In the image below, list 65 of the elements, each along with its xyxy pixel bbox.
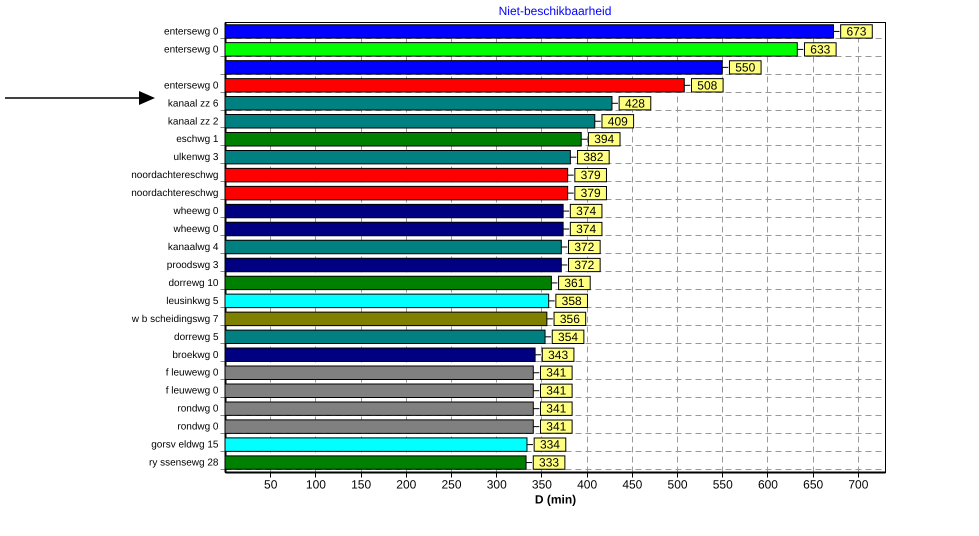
data-label: 358 xyxy=(562,294,582,308)
data-label: 361 xyxy=(564,276,585,290)
data-label: 341 xyxy=(546,402,567,416)
y-tick-label: entersewg 0 xyxy=(164,26,219,38)
x-tick-label: 550 xyxy=(712,478,734,492)
data-label: 379 xyxy=(580,186,601,200)
data-label: 343 xyxy=(548,348,568,362)
data-label: 409 xyxy=(608,114,628,128)
y-tick-label: leusinkwg 5 xyxy=(166,296,219,307)
y-tick-label: entersewg 0 xyxy=(164,80,219,92)
y-tick-label: ulkenwg 3 xyxy=(173,152,219,164)
data-label: 372 xyxy=(574,258,595,272)
y-tick-label: ry ssensewg 28 xyxy=(149,458,219,469)
y-tick-label: rondwg 0 xyxy=(177,422,219,433)
y-tick-label: kanaal zz 6 xyxy=(168,98,219,110)
data-label: 354 xyxy=(558,330,578,344)
y-tick-label: wheewg 0 xyxy=(172,206,219,218)
y-tick-label: wheewg 0 xyxy=(172,224,219,236)
x-tick-label: 250 xyxy=(442,478,462,492)
chart-title: Niet-beschikbaarheid xyxy=(498,4,612,18)
data-label: 372 xyxy=(574,240,595,254)
data-label: 382 xyxy=(583,150,604,164)
data-label: 374 xyxy=(576,222,596,236)
x-tick-label: 600 xyxy=(758,478,778,492)
x-tick-label: 200 xyxy=(396,478,417,492)
x-tick-label: 700 xyxy=(848,478,869,492)
data-label: 379 xyxy=(580,168,601,182)
y-tick-label: gorsv eldwg 15 xyxy=(151,440,219,451)
y-tick-label: dorrewg 10 xyxy=(168,278,219,289)
y-tick-label: f leuwewg 0 xyxy=(166,368,219,379)
y-tick-label: w b scheidingswg 7 xyxy=(130,314,219,325)
x-tick-label: 350 xyxy=(532,478,552,492)
y-tick-label: kanaalwg 4 xyxy=(168,242,219,253)
y-tick-label: f leuwewg 0 xyxy=(166,386,219,397)
x-axis-title: D (min) xyxy=(534,492,576,506)
data-label: 508 xyxy=(697,78,718,92)
y-tick-label: entersewg 0 xyxy=(164,44,219,56)
data-label: 341 xyxy=(546,420,567,434)
x-tick-label: 450 xyxy=(622,478,643,492)
data-label: 633 xyxy=(810,42,831,56)
y-tick-label: proodswg 3 xyxy=(166,260,219,271)
x-tick-label: 300 xyxy=(486,478,508,492)
x-tick-label: 50 xyxy=(264,478,278,492)
data-label: 341 xyxy=(546,366,567,380)
data-label: 673 xyxy=(846,24,867,38)
x-tick-label: 100 xyxy=(306,478,326,492)
y-tick-label: kanaal zz 2 xyxy=(168,116,219,128)
data-label: 394 xyxy=(594,132,615,146)
data-label: 333 xyxy=(539,456,560,470)
y-tick-label: rondwg 0 xyxy=(177,404,219,415)
x-tick-label: 650 xyxy=(803,478,824,492)
y-tick-label: noordachtereschwg xyxy=(131,188,218,200)
y-tick-label: broekwg 0 xyxy=(172,350,219,361)
y-tick-label: dorrewg 5 xyxy=(174,332,219,343)
data-label: 356 xyxy=(560,312,580,326)
x-tick-label: 150 xyxy=(351,478,372,492)
data-label: 374 xyxy=(576,204,596,218)
x-tick-label: 400 xyxy=(577,478,598,492)
y-tick-label: noordachtereschwg xyxy=(131,170,218,182)
data-label: 550 xyxy=(735,60,756,74)
data-label: 341 xyxy=(546,384,567,398)
y-tick-label: eschwg 1 xyxy=(176,134,219,146)
data-label: 428 xyxy=(624,96,646,110)
data-label: 334 xyxy=(540,438,560,452)
x-tick-label: 500 xyxy=(668,478,688,492)
